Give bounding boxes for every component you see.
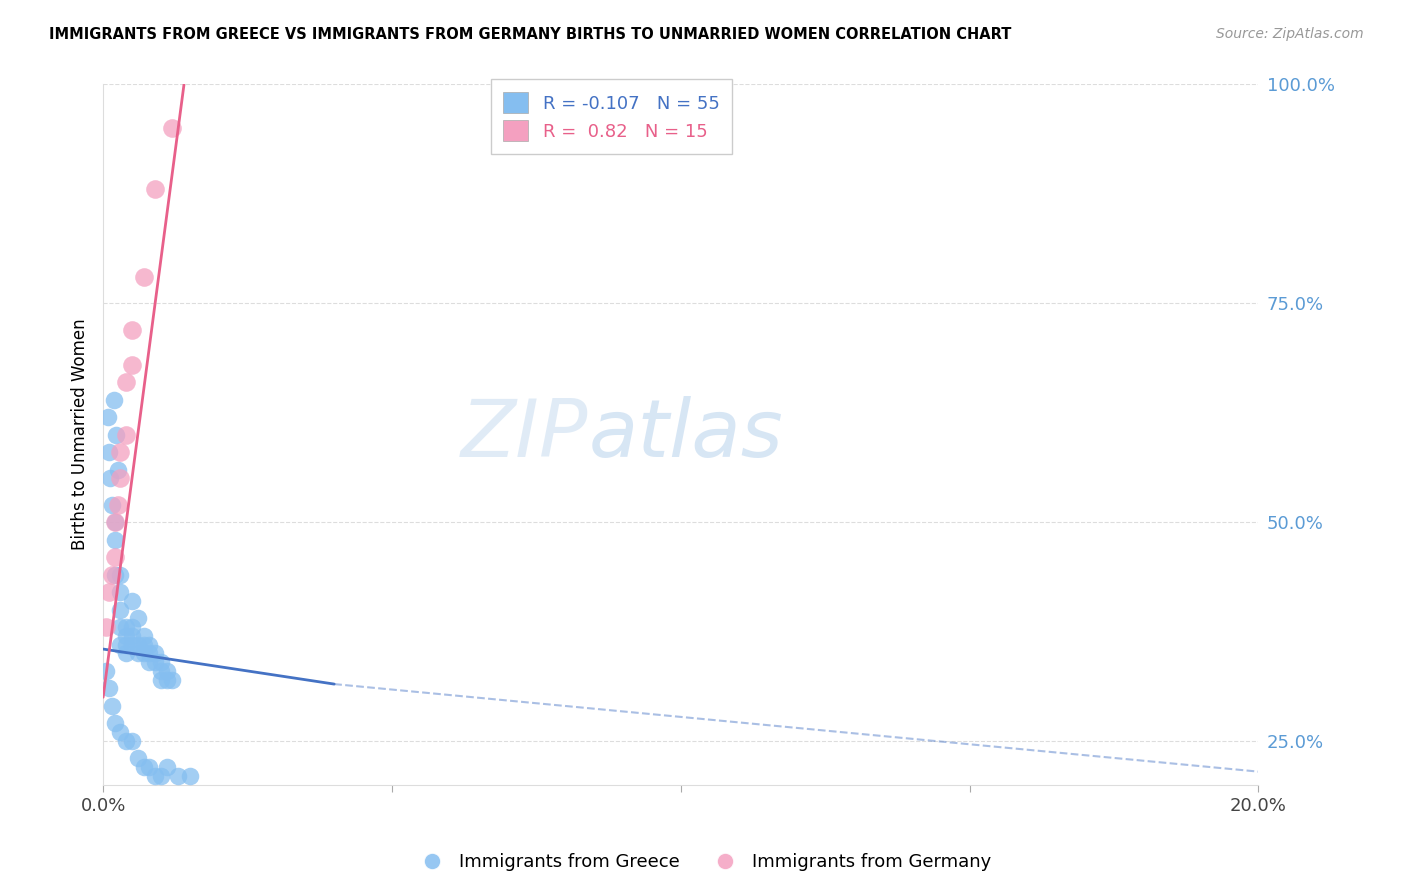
Text: atlas: atlas — [588, 395, 783, 474]
Point — [101, 567, 124, 582]
Legend: Immigrants from Greece, Immigrants from Germany: Immigrants from Greece, Immigrants from … — [408, 847, 998, 879]
Point — [101, 698, 124, 713]
Y-axis label: Births to Unmarried Women: Births to Unmarried Women — [72, 318, 89, 550]
Point — [115, 629, 138, 643]
Point — [104, 550, 127, 565]
Point — [110, 445, 132, 459]
Point — [98, 471, 121, 485]
Point — [115, 427, 138, 442]
Text: Source: ZipAtlas.com: Source: ZipAtlas.com — [1216, 27, 1364, 41]
Point — [104, 427, 127, 442]
Point — [138, 647, 160, 661]
Point — [149, 664, 172, 678]
Point — [110, 471, 132, 485]
Point — [132, 638, 155, 652]
Point — [97, 585, 120, 599]
Point — [132, 760, 155, 774]
Point — [110, 638, 132, 652]
Point — [132, 270, 155, 285]
Point — [115, 620, 138, 634]
Legend: R = -0.107   N = 55, R =  0.82   N = 15: R = -0.107 N = 55, R = 0.82 N = 15 — [491, 79, 733, 153]
Point — [138, 638, 160, 652]
Point — [149, 769, 172, 783]
Point — [110, 567, 132, 582]
Point — [127, 638, 149, 652]
Point — [143, 647, 166, 661]
Point — [132, 629, 155, 643]
Point — [110, 725, 132, 739]
Point — [107, 498, 129, 512]
Point — [115, 734, 138, 748]
Point — [121, 734, 143, 748]
Point — [121, 620, 143, 634]
Point — [162, 121, 184, 136]
Point — [97, 445, 120, 459]
Point — [94, 620, 117, 634]
Point — [104, 515, 127, 529]
Point — [138, 655, 160, 669]
Point — [132, 647, 155, 661]
Point — [104, 567, 127, 582]
Point — [143, 182, 166, 196]
Point — [107, 462, 129, 476]
Point — [104, 716, 127, 731]
Point — [156, 673, 179, 687]
Point — [103, 392, 125, 407]
Point — [121, 358, 143, 372]
Point — [149, 673, 172, 687]
Point — [115, 375, 138, 389]
Point — [149, 655, 172, 669]
Point — [127, 751, 149, 765]
Point — [101, 498, 124, 512]
Text: IMMIGRANTS FROM GREECE VS IMMIGRANTS FROM GERMANY BIRTHS TO UNMARRIED WOMEN CORR: IMMIGRANTS FROM GREECE VS IMMIGRANTS FRO… — [49, 27, 1011, 42]
Point — [115, 638, 138, 652]
Point — [179, 769, 201, 783]
Point — [162, 673, 184, 687]
Point — [121, 629, 143, 643]
Point — [167, 769, 190, 783]
Point — [94, 664, 117, 678]
Point — [97, 681, 120, 696]
Point — [97, 410, 120, 425]
Point — [127, 647, 149, 661]
Point — [143, 769, 166, 783]
Point — [143, 655, 166, 669]
Point — [121, 594, 143, 608]
Point — [115, 647, 138, 661]
Point — [138, 760, 160, 774]
Point — [104, 533, 127, 547]
Point — [121, 322, 143, 336]
Point — [156, 760, 179, 774]
Point — [110, 602, 132, 616]
Point — [156, 664, 179, 678]
Point — [110, 620, 132, 634]
Text: ZIP: ZIP — [461, 395, 588, 474]
Point — [104, 515, 127, 529]
Point — [127, 611, 149, 625]
Point — [110, 585, 132, 599]
Point — [121, 638, 143, 652]
